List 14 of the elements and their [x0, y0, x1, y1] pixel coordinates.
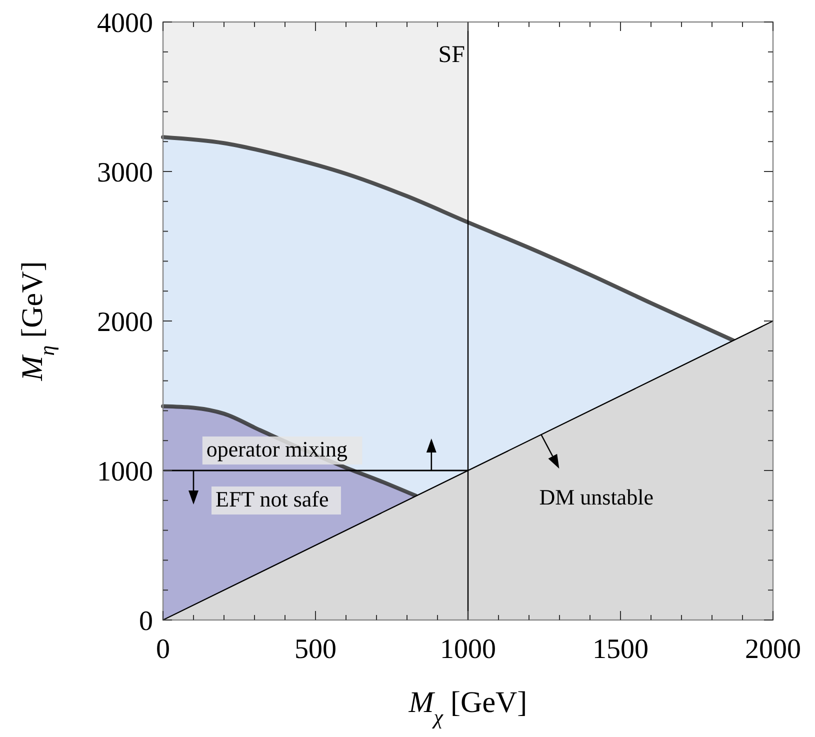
x-tick-label: 2000 — [745, 634, 801, 665]
x-tick-label: 500 — [294, 634, 336, 665]
annotation: operator mixing — [206, 436, 348, 462]
x-tick-label: 1500 — [592, 634, 648, 665]
annotation: EFT not safe — [216, 486, 329, 512]
y-tick-label: 4000 — [97, 8, 153, 39]
y-tick-label: 0 — [139, 606, 153, 637]
y-tick-label: 2000 — [97, 307, 153, 338]
y-tick-label: 3000 — [97, 158, 153, 188]
x-tick-label: 1000 — [440, 634, 496, 665]
y-tick-label: 1000 — [97, 456, 153, 488]
band-label: SF — [438, 42, 465, 68]
x-axis-title: M$_{χ}$ [GeV] — [408, 686, 528, 729]
annotation: DM unstable — [539, 484, 654, 510]
